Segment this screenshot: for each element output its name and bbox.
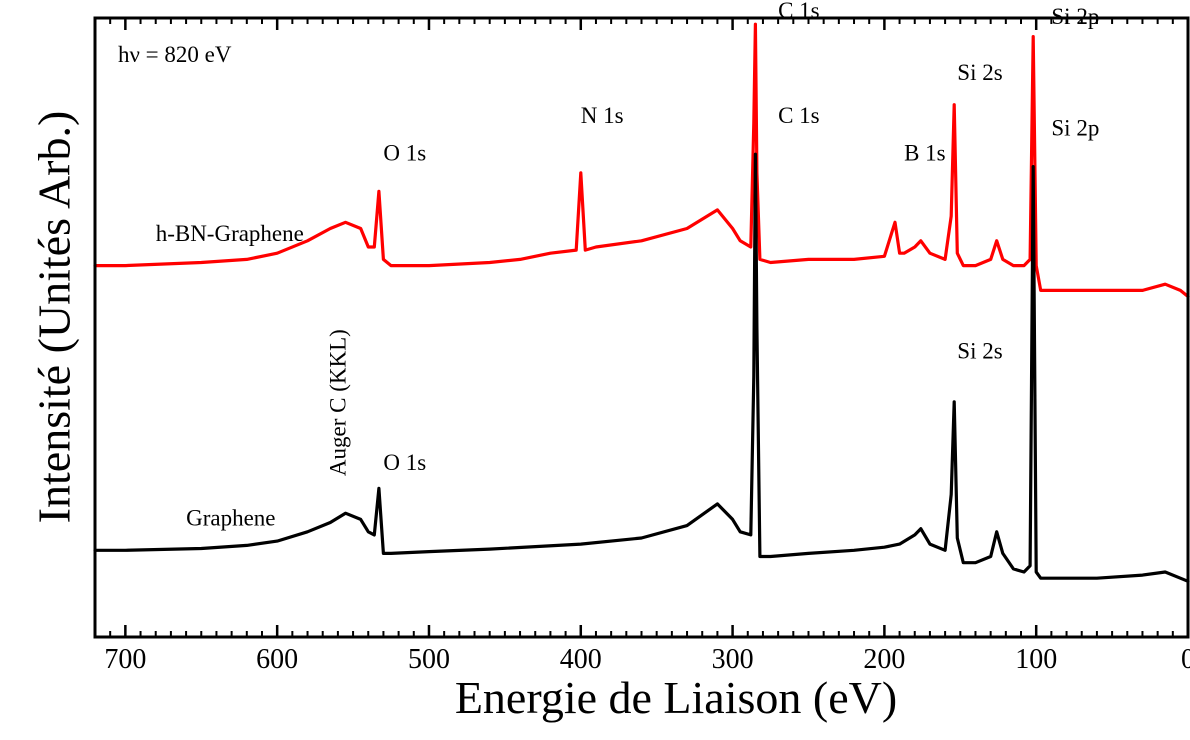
x-axis-label: Energie de Liaison (eV)	[455, 672, 897, 723]
annotation-layer: h-BN-Graphene O 1s N 1s C 1s B 1s Si 2s Si 2p G…	[156, 0, 1100, 531]
x-tick-label: 200	[863, 644, 905, 675]
photon-energy-annotation: hν = 820 eV	[118, 42, 232, 67]
peak-label: Graphene	[186, 506, 275, 531]
peak-label: Si 2s	[957, 60, 1002, 85]
peak-label: Si 2s	[957, 338, 1002, 363]
peak-label: h-BN-Graphene	[156, 221, 304, 246]
x-tick-label: 100	[1015, 644, 1057, 675]
x-tick-label: 500	[408, 644, 450, 675]
x-tick-label: 700	[104, 644, 146, 675]
peak-label: B 1s	[904, 140, 946, 165]
x-tick-label: 0	[1181, 644, 1190, 675]
peak-label: C 1s	[778, 103, 820, 128]
series-line-1	[93, 152, 1190, 583]
axes-layer	[93, 16, 1190, 639]
peak-label: N 1s	[581, 103, 624, 128]
x-tick-label: 600	[256, 644, 298, 675]
series-line-0	[93, 22, 1190, 299]
x-tick-label: 300	[712, 644, 754, 675]
peak-label: O 1s	[383, 450, 426, 475]
series-layer	[93, 22, 1190, 583]
tick-label-layer: 700 600 500 400 300 200 100 0	[104, 644, 1190, 675]
y-axis-label: Intensité (Unités Arb.)	[29, 111, 80, 524]
peak-label: O 1s	[383, 140, 426, 165]
peak-label: Si 2p	[1051, 116, 1099, 141]
peak-label: C 1s	[778, 0, 820, 23]
peak-label: Auger C (KKL)	[326, 329, 351, 476]
x-tick-label: 400	[560, 644, 602, 675]
